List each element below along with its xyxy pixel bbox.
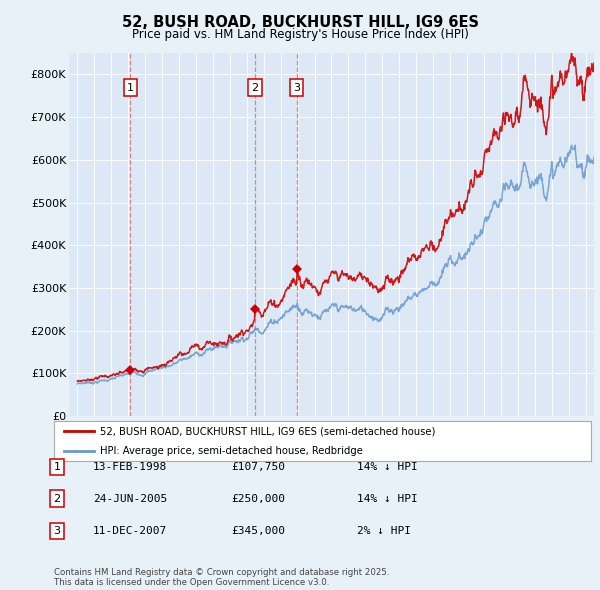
Text: 52, BUSH ROAD, BUCKHURST HILL, IG9 6ES: 52, BUSH ROAD, BUCKHURST HILL, IG9 6ES [121, 15, 479, 30]
Text: 2: 2 [251, 83, 259, 93]
Text: 3: 3 [293, 83, 300, 93]
Text: Contains HM Land Registry data © Crown copyright and database right 2025.
This d: Contains HM Land Registry data © Crown c… [54, 568, 389, 587]
Text: 1: 1 [53, 463, 61, 472]
Text: 24-JUN-2005: 24-JUN-2005 [93, 494, 167, 503]
Text: 52, BUSH ROAD, BUCKHURST HILL, IG9 6ES (semi-detached house): 52, BUSH ROAD, BUCKHURST HILL, IG9 6ES (… [100, 427, 435, 436]
Text: £250,000: £250,000 [231, 494, 285, 503]
Text: £107,750: £107,750 [231, 463, 285, 472]
Text: 2: 2 [53, 494, 61, 503]
Text: £345,000: £345,000 [231, 526, 285, 536]
Text: 14% ↓ HPI: 14% ↓ HPI [357, 494, 418, 503]
Text: 11-DEC-2007: 11-DEC-2007 [93, 526, 167, 536]
Text: 2% ↓ HPI: 2% ↓ HPI [357, 526, 411, 536]
Text: 3: 3 [53, 526, 61, 536]
Text: 14% ↓ HPI: 14% ↓ HPI [357, 463, 418, 472]
Text: 13-FEB-1998: 13-FEB-1998 [93, 463, 167, 472]
Text: HPI: Average price, semi-detached house, Redbridge: HPI: Average price, semi-detached house,… [100, 447, 362, 456]
Text: 1: 1 [127, 83, 134, 93]
Text: Price paid vs. HM Land Registry's House Price Index (HPI): Price paid vs. HM Land Registry's House … [131, 28, 469, 41]
